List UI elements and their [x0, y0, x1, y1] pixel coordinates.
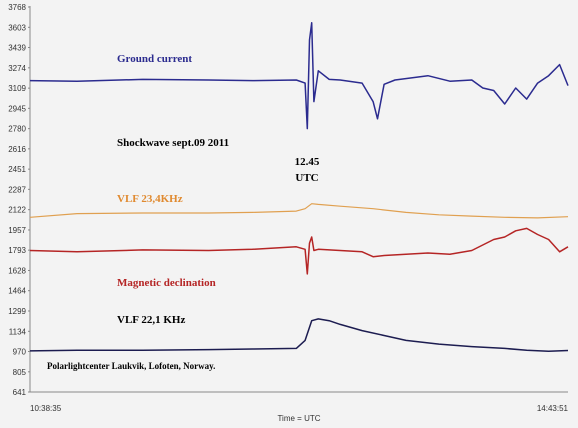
y-tick-label: 1628 [8, 266, 26, 275]
time-value-label: 12.45 [295, 156, 320, 168]
vlf-22-1-label: VLF 22,1 KHz [117, 314, 185, 326]
x-tick-label-start: 10:38:35 [30, 404, 62, 413]
y-tick-label: 2780 [8, 125, 26, 134]
series-layer [29, 22, 569, 352]
y-tick-label: 1957 [8, 226, 26, 235]
location-label: Polarlightcenter Laukvik, Lofoten, Norwa… [47, 361, 215, 371]
ground-current-label: Ground current [117, 53, 192, 65]
y-tick-label: 3603 [8, 23, 26, 32]
magnetic-declination-label: Magnetic declination [117, 277, 216, 289]
x-axis-label: Time = UTC [277, 414, 320, 423]
ground-current-line [29, 22, 569, 130]
y-tick-labels: 641 805 970 1134 1299 1464 1628 1793 1957 2122 228… [8, 3, 30, 397]
y-tick-label: 1134 [9, 327, 27, 336]
vlf-23-4-line [29, 203, 569, 219]
y-tick-label: 641 [13, 388, 27, 397]
time-unit-label: UTC [295, 172, 318, 184]
y-tick-label: 1464 [8, 287, 26, 296]
vlf-23-4-label: VLF 23,4KHz [117, 193, 183, 205]
y-tick-label: 1299 [8, 307, 26, 316]
vlf-22-1-line [29, 318, 569, 352]
y-tick-label: 2945 [8, 104, 26, 113]
y-tick-label: 1793 [8, 246, 26, 255]
y-tick-label: 3274 [8, 64, 26, 73]
shockwave-label: Shockwave sept.09 2011 [117, 137, 229, 149]
magnetic-declination-line [29, 227, 569, 275]
y-tick-label: 3439 [8, 44, 26, 53]
y-tick-label: 2616 [8, 145, 26, 154]
y-tick-label: 805 [13, 368, 27, 377]
y-tick-label: 2122 [8, 206, 26, 215]
y-tick-label: 970 [13, 347, 27, 356]
y-tick-label: 3109 [8, 84, 26, 93]
y-tick-label: 2451 [8, 165, 26, 174]
y-tick-label: 3768 [8, 3, 26, 12]
plot-area [30, 0, 578, 400]
y-tick-label: 2287 [8, 185, 26, 194]
x-tick-label-end: 14:43:51 [537, 404, 569, 413]
